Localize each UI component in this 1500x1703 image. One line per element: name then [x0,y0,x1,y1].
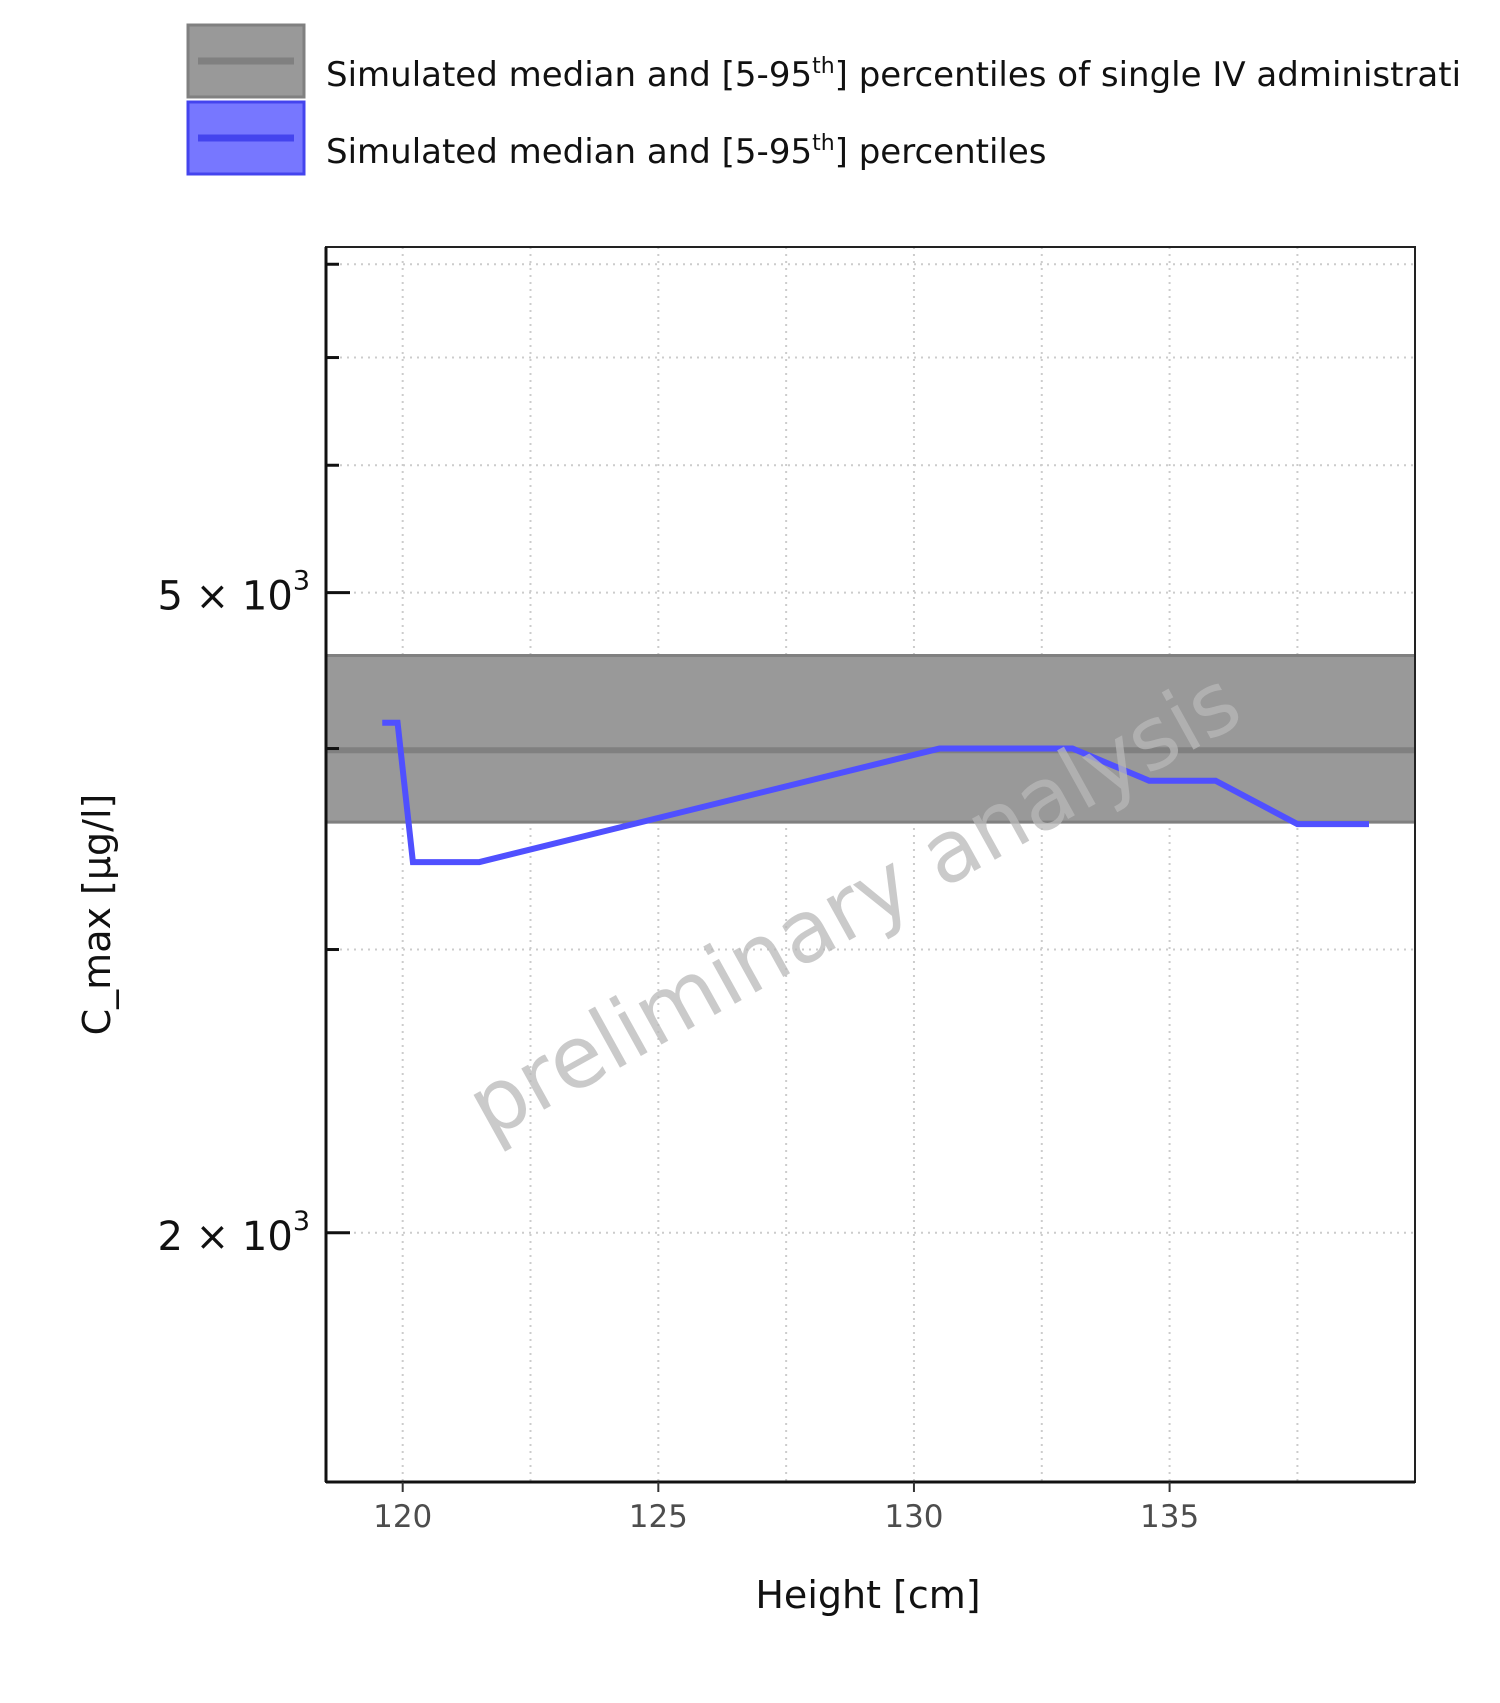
sim-median-line [382,719,1369,866]
iv-band-area [326,655,1415,823]
iv-band [326,653,1415,824]
y-tick-label-1: 5 × 103 [158,566,310,620]
legend-label-iv: Simulated median and [5-95th] percentile… [326,54,1461,95]
legend-entry-sim: Simulated median and [5-95th] percentile… [186,100,1046,176]
legend-label-sim: Simulated median and [5-95th] percentile… [326,131,1046,172]
series-layer [382,719,1369,866]
x-tick-label-1: 125 [629,1499,688,1535]
y-axis-ticks: 2 × 103 5 × 103 [158,262,350,1260]
x-axis-ticks: 120 125 130 135 [373,1482,1199,1535]
legend: Simulated median and [5-95th] percentile… [186,23,1461,176]
x-tick-label-2: 130 [884,1499,943,1535]
grid [326,247,1415,1482]
legend-entry-iv: Simulated median and [5-95th] percentile… [186,23,1461,99]
axes [324,247,1415,1484]
x-tick-label-0: 120 [373,1499,432,1535]
x-tick-label-3: 135 [1140,1499,1199,1535]
y-tick-label-0: 2 × 103 [158,1206,310,1260]
plot-area: preliminary analysis 120 125 130 135 2 × 10… [158,246,1416,1535]
x-axis-title: Height [cm] [755,1573,980,1617]
y-axis-title: C_max [µg/l] [75,794,119,1036]
